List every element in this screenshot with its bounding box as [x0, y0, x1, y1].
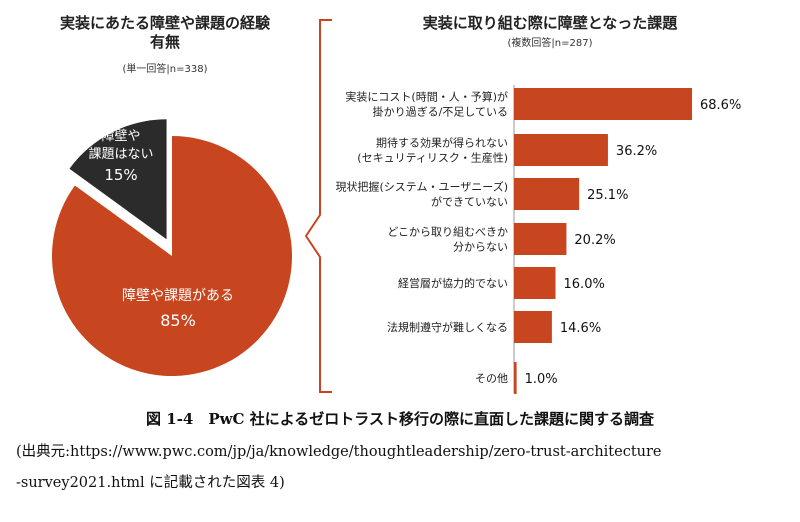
pie-title-line-2: 有無 [149, 33, 180, 51]
bar-5 [514, 311, 552, 343]
bar-4 [514, 267, 556, 299]
figure-caption: 図 1-4 PwC 社によるゼロトラスト移行の際に直面した課題に関する調査 [146, 410, 654, 428]
source-line-1: (出典元:https://www.pwc.com/jp/ja/knowledge… [16, 444, 662, 460]
bar-label-1: (セキュリティリスク・生産性) [357, 151, 508, 165]
pie-value-no-barrier: 15% [104, 166, 137, 184]
bar-value-3: 20.2% [574, 233, 615, 248]
bar-0 [514, 88, 692, 120]
source-line-2: -survey2021.html に記載された図表 4) [16, 475, 285, 491]
bar-value-0: 68.6% [700, 98, 741, 113]
bar-3 [514, 223, 567, 255]
pie-title: 実装にあたる障壁や課題の経験 有無 [30, 14, 300, 52]
bar-label-0: 掛かり過ぎる/不足している [373, 105, 508, 119]
pie-label-no-barrier: 課題はない [88, 146, 153, 162]
bar-1 [514, 134, 608, 166]
bar-label-3: 分からない [453, 241, 508, 254]
pie-value-barrier: 85% [160, 311, 196, 330]
bar-note: (複数回答|n=287) [507, 38, 593, 49]
bar-2 [514, 178, 580, 210]
pie-title-line-1: 実装にあたる障壁や課題の経験 [59, 14, 270, 32]
pie-label-barrier: 障壁や課題がある [122, 288, 234, 304]
bar-label-5: 法規制遵守が難しくなる [387, 320, 508, 334]
pie-note: (単一回答|n=338) [122, 64, 208, 75]
bar-value-1: 36.2% [616, 144, 657, 159]
bar-value-2: 25.1% [587, 188, 628, 203]
bracket-divider [304, 19, 332, 393]
bar-label-4: 経営層が協力的でない [398, 276, 508, 290]
pie-slice-barrier [52, 136, 293, 377]
bar-label-2: ができていない [431, 195, 508, 209]
bar-value-6: 1.0% [525, 372, 558, 387]
bar-title: 実装に取り組む際に障壁となった課題 [422, 14, 678, 32]
bar-label-3: どこから取り組むべきか [387, 226, 508, 239]
bar-label-2: 現状把握(システム・ユーザニーズ) [336, 180, 508, 194]
bar-label-1: 期待する効果が得られない [376, 136, 508, 150]
bar-6 [514, 362, 517, 394]
bar-value-4: 16.0% [564, 277, 605, 292]
bar-label-0: 実装にコスト(時間・人・予算)が [345, 90, 508, 104]
bar-value-5: 14.6% [560, 321, 601, 336]
bar-label-6: その他 [475, 372, 508, 385]
pie-label-no-barrier: 障壁や [101, 129, 140, 144]
pie-slice-no-barrier [69, 119, 167, 240]
